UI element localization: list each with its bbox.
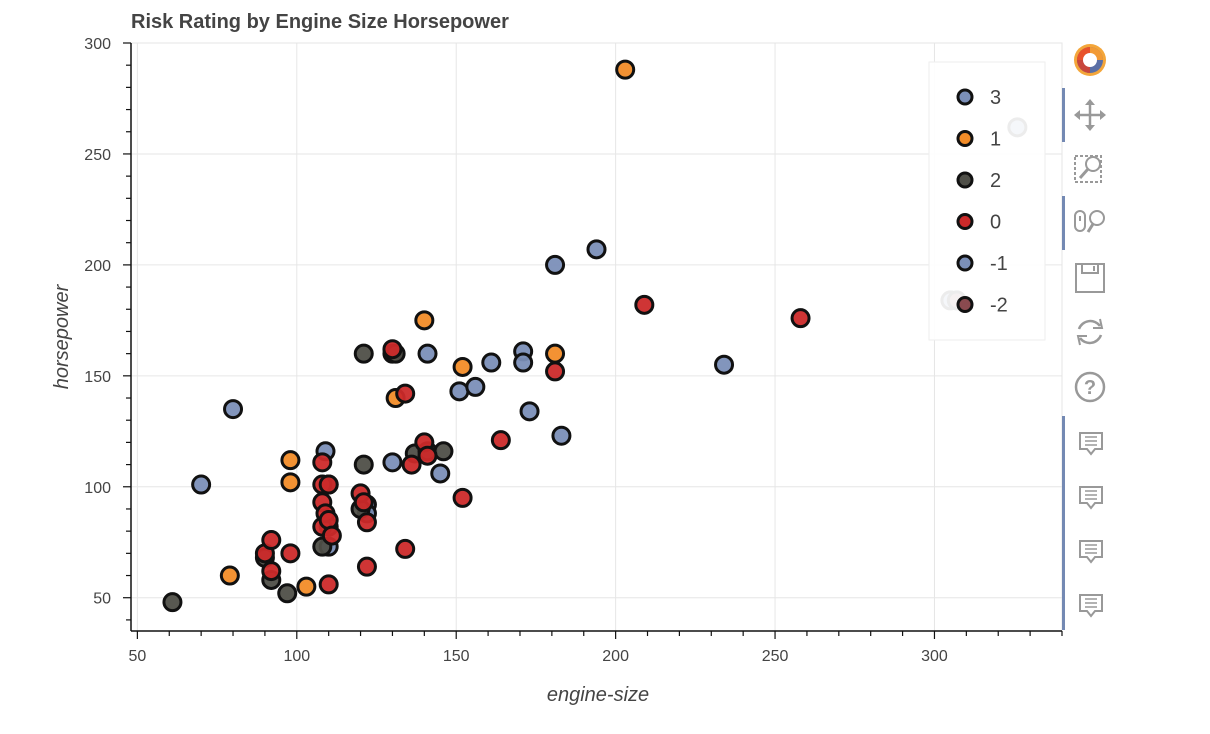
data-point	[162, 592, 183, 613]
y-tick-label: 150	[84, 369, 111, 386]
x-tick-label: 150	[443, 648, 470, 665]
data-point	[586, 239, 607, 260]
data-point	[513, 352, 534, 373]
data-point	[382, 339, 403, 360]
data-point	[261, 530, 282, 551]
chart-title: Risk Rating by Engine Size Horsepower	[131, 11, 509, 33]
data-point	[714, 354, 735, 375]
hover-tool-icon[interactable]	[1079, 432, 1103, 456]
data-point	[353, 454, 374, 475]
hover-tool-icon[interactable]	[1079, 486, 1103, 510]
legend-label: 3	[990, 87, 1001, 109]
data-point	[382, 452, 403, 473]
bokeh-logo-icon	[1074, 44, 1106, 76]
x-axis: 50 100 150 200 250 300	[128, 630, 1063, 665]
data-point	[615, 59, 636, 80]
data-point	[280, 543, 301, 564]
y-tick-label: 300	[84, 36, 111, 53]
legend-label: 1	[990, 129, 1001, 151]
y-tick-label: 100	[84, 480, 111, 497]
reset-tool-icon[interactable]	[1076, 318, 1104, 346]
box-zoom-tool-icon[interactable]	[1074, 155, 1102, 183]
data-point	[356, 512, 377, 533]
pan-tool-icon[interactable]	[1074, 99, 1106, 131]
data-point	[465, 376, 486, 397]
y-tick-label: 200	[84, 258, 111, 275]
legend-box	[928, 61, 1046, 341]
data-point	[545, 254, 566, 275]
data-point	[519, 401, 540, 422]
data-point	[356, 556, 377, 577]
data-point	[219, 565, 240, 586]
x-tick-label: 100	[283, 648, 310, 665]
legend-marker	[956, 254, 974, 272]
data-point	[223, 399, 244, 420]
data-point	[490, 430, 511, 451]
data-point	[280, 472, 301, 493]
wheel-zoom-active-indicator	[1062, 196, 1065, 250]
data-point	[318, 574, 339, 595]
x-tick-label: 250	[762, 648, 789, 665]
legend-label: 0	[990, 212, 1001, 234]
data-point	[296, 576, 317, 597]
data-point	[353, 343, 374, 364]
data-point	[395, 383, 416, 404]
data-point	[452, 356, 473, 377]
save-tool-icon[interactable]	[1075, 263, 1105, 293]
data-point	[401, 454, 422, 475]
data-point	[430, 463, 451, 484]
data-point	[280, 450, 301, 471]
legend-label: -1	[990, 253, 1008, 275]
svg-text:?: ?	[1084, 377, 1096, 399]
legend: 3 1 2 0 -1 -2	[928, 61, 1046, 341]
x-axis-label: engine-size	[547, 684, 649, 706]
legend-label: -2	[990, 295, 1008, 317]
data-point	[452, 487, 473, 508]
data-point	[353, 492, 374, 513]
toolbar: ?	[1062, 44, 1106, 630]
legend-marker	[956, 88, 974, 106]
data-point	[449, 381, 470, 402]
data-point	[417, 445, 438, 466]
hover-tool-icon[interactable]	[1079, 594, 1103, 618]
data-point	[433, 441, 454, 462]
legend-marker	[956, 130, 974, 147]
x-tick-label: 300	[921, 648, 948, 665]
data-point	[634, 294, 655, 315]
hover-tool-icon[interactable]	[1079, 540, 1103, 564]
legend-label: 2	[990, 170, 1001, 192]
hover-active-indicator	[1062, 416, 1065, 630]
data-point	[312, 452, 333, 473]
legend-marker	[956, 296, 974, 313]
data-point	[321, 525, 342, 546]
x-tick-label: 200	[602, 648, 629, 665]
data-point	[545, 343, 566, 364]
data-point	[417, 343, 438, 364]
legend-marker	[956, 171, 974, 189]
scatter-points	[162, 59, 1028, 613]
data-point	[545, 361, 566, 382]
data-point	[318, 474, 339, 495]
data-point	[395, 538, 416, 559]
y-tick-label: 250	[84, 147, 111, 164]
x-tick-label: 50	[128, 648, 146, 665]
y-axis: 50 100 150 200 250 300	[84, 36, 132, 631]
data-point	[481, 352, 502, 373]
y-axis-label: horsepower	[51, 283, 73, 389]
data-point	[261, 561, 282, 582]
help-tool-icon[interactable]: ?	[1074, 371, 1106, 403]
data-point	[191, 474, 212, 495]
data-point	[790, 308, 811, 329]
data-point	[277, 583, 298, 604]
legend-marker	[956, 213, 974, 230]
pan-active-indicator	[1062, 88, 1065, 142]
data-point	[414, 310, 435, 331]
wheel-zoom-tool-icon[interactable]	[1074, 210, 1105, 233]
y-tick-label: 50	[93, 591, 111, 608]
data-point	[551, 425, 572, 446]
